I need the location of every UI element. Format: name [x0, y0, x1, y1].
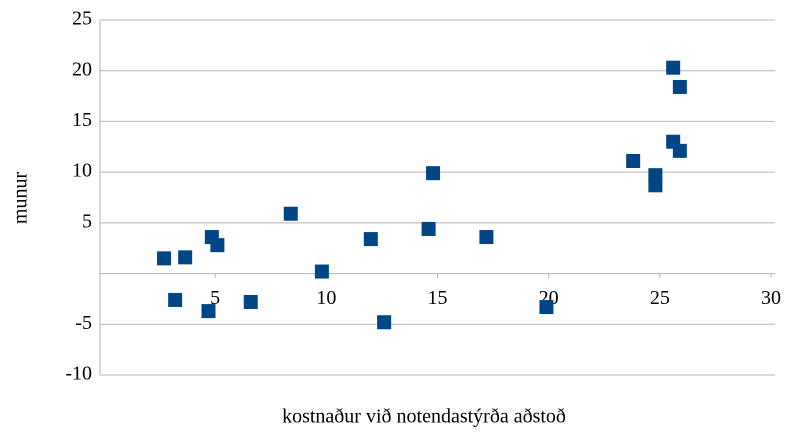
y-tick-label: 15: [72, 109, 92, 131]
point: [314, 264, 329, 279]
y-tick-label: 10: [72, 160, 92, 182]
y-tick-label: -10: [65, 363, 92, 385]
point: [626, 153, 641, 168]
point: [672, 143, 687, 158]
x-axis-label: kostnaður við notendastýrða aðstoð: [282, 406, 566, 428]
point: [426, 166, 441, 181]
point: [210, 238, 225, 253]
point: [178, 250, 193, 265]
y-tick-label: 25: [72, 8, 92, 30]
x-tick-label: 15: [428, 287, 448, 309]
y-tick-label: 5: [82, 210, 92, 232]
point: [243, 294, 258, 309]
y-tick-label: -5: [75, 312, 92, 334]
point: [168, 292, 183, 307]
x-tick-label: 30: [761, 287, 781, 309]
point: [377, 315, 392, 330]
point: [283, 206, 298, 221]
point: [157, 251, 172, 266]
point: [201, 304, 216, 319]
point: [672, 79, 687, 94]
point: [539, 300, 554, 315]
y-axis-label: munur: [10, 172, 32, 225]
point: [648, 178, 663, 193]
point: [421, 221, 436, 236]
point: [479, 230, 494, 245]
x-tick-label: 25: [650, 287, 670, 309]
x-tick-label: 10: [316, 287, 336, 309]
y-tick-label: 20: [72, 58, 92, 80]
point: [363, 232, 378, 247]
x-tick-label: 5: [210, 287, 220, 309]
point: [666, 60, 681, 75]
